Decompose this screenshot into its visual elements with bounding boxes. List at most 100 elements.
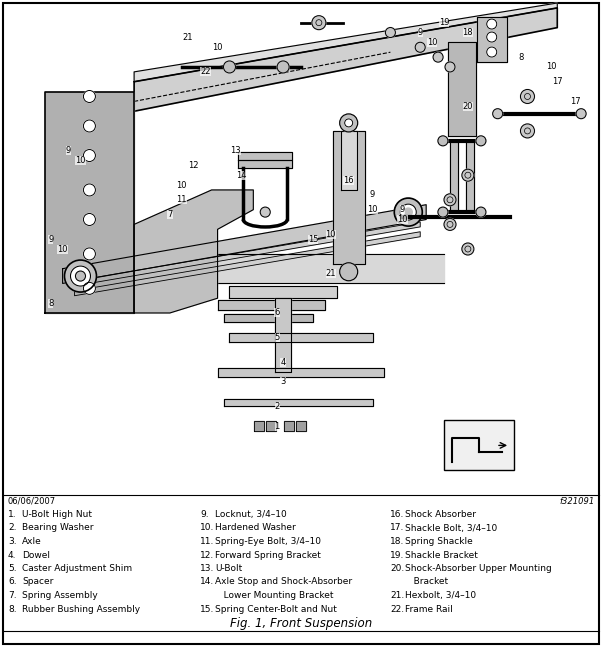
Text: 10: 10	[57, 245, 68, 254]
Text: 20.: 20.	[390, 564, 405, 573]
Text: 17.: 17.	[390, 523, 405, 532]
Circle shape	[84, 184, 96, 196]
Text: 9: 9	[66, 146, 71, 155]
Text: 14: 14	[236, 171, 247, 180]
Text: 8: 8	[48, 299, 54, 307]
Text: 3: 3	[281, 377, 286, 386]
Circle shape	[438, 207, 448, 217]
Text: 15: 15	[308, 235, 318, 244]
Circle shape	[476, 136, 486, 146]
Circle shape	[462, 170, 474, 181]
Circle shape	[445, 62, 455, 72]
Circle shape	[576, 109, 586, 118]
Text: 10: 10	[176, 181, 187, 190]
Circle shape	[84, 91, 96, 102]
Text: 14.: 14.	[200, 578, 214, 586]
Circle shape	[462, 243, 474, 255]
Polygon shape	[284, 421, 294, 431]
Circle shape	[84, 120, 96, 132]
Text: 12: 12	[188, 161, 199, 170]
Text: 11: 11	[176, 195, 187, 204]
Text: 4: 4	[281, 358, 286, 367]
Polygon shape	[254, 421, 264, 431]
Polygon shape	[448, 42, 476, 136]
Text: Shock Absorber: Shock Absorber	[405, 510, 476, 519]
Circle shape	[312, 16, 326, 30]
Circle shape	[75, 271, 85, 281]
Text: 06/06/2007: 06/06/2007	[7, 497, 55, 506]
Text: Caster Adjustment Shim: Caster Adjustment Shim	[22, 564, 132, 573]
Text: Spring Assembly: Spring Assembly	[22, 591, 98, 600]
Text: Frame Rail: Frame Rail	[405, 604, 453, 613]
Circle shape	[70, 266, 90, 286]
Polygon shape	[51, 254, 444, 283]
Text: 17: 17	[570, 97, 580, 106]
Text: 20: 20	[462, 102, 473, 111]
Circle shape	[487, 47, 497, 57]
Polygon shape	[238, 152, 292, 160]
Text: 9: 9	[48, 235, 54, 244]
Circle shape	[385, 28, 396, 38]
Circle shape	[487, 32, 497, 42]
Circle shape	[84, 214, 96, 226]
Text: Spring Center-Bolt and Nut: Spring Center-Bolt and Nut	[215, 604, 337, 613]
Text: 21: 21	[326, 269, 336, 278]
Text: 21: 21	[182, 33, 193, 42]
Text: 9.: 9.	[200, 510, 209, 519]
Text: Hardened Washer: Hardened Washer	[215, 523, 296, 532]
Text: 13: 13	[230, 146, 241, 155]
Text: Bearing Washer: Bearing Washer	[22, 523, 93, 532]
Text: 22: 22	[200, 67, 211, 76]
Circle shape	[476, 207, 486, 217]
Text: 16.: 16.	[390, 510, 405, 519]
Polygon shape	[229, 333, 373, 342]
Text: 5: 5	[275, 333, 280, 342]
Text: 10: 10	[75, 156, 85, 165]
Polygon shape	[223, 314, 313, 322]
Text: 19: 19	[439, 18, 449, 27]
Polygon shape	[341, 131, 356, 190]
Text: Shackle Bracket: Shackle Bracket	[405, 551, 478, 560]
Text: Axle Stop and Shock-Absorber: Axle Stop and Shock-Absorber	[215, 578, 352, 586]
Text: Hexbolt, 3/4–10: Hexbolt, 3/4–10	[405, 591, 476, 600]
Polygon shape	[134, 3, 557, 82]
Polygon shape	[229, 286, 337, 298]
Text: Axle: Axle	[22, 537, 42, 546]
Circle shape	[438, 136, 448, 146]
Text: 12.: 12.	[200, 551, 214, 560]
Text: 7: 7	[167, 210, 173, 219]
Text: 1.: 1.	[8, 510, 17, 519]
Polygon shape	[477, 17, 507, 62]
Polygon shape	[223, 399, 373, 406]
Circle shape	[260, 207, 270, 217]
Polygon shape	[238, 160, 292, 168]
Polygon shape	[450, 141, 458, 212]
Circle shape	[340, 263, 358, 281]
Text: 3.: 3.	[8, 537, 17, 546]
Text: 22.: 22.	[390, 604, 404, 613]
Circle shape	[345, 119, 353, 127]
Polygon shape	[333, 131, 365, 264]
Text: 8: 8	[519, 52, 524, 61]
Polygon shape	[45, 92, 134, 313]
Polygon shape	[75, 222, 420, 286]
Text: 9: 9	[400, 205, 405, 214]
Circle shape	[415, 42, 425, 52]
Polygon shape	[134, 8, 557, 111]
Polygon shape	[296, 421, 306, 431]
Text: Bracket: Bracket	[405, 578, 448, 586]
Text: Fig. 1, Front Suspension: Fig. 1, Front Suspension	[230, 617, 372, 630]
Text: 4.: 4.	[8, 551, 16, 560]
Text: 10: 10	[427, 38, 438, 47]
Text: 9: 9	[370, 190, 375, 199]
Circle shape	[521, 89, 535, 104]
Circle shape	[223, 61, 235, 73]
Text: 9: 9	[418, 28, 423, 37]
Text: Rubber Bushing Assembly: Rubber Bushing Assembly	[22, 604, 140, 613]
Polygon shape	[134, 190, 253, 313]
Text: 19.: 19.	[390, 551, 405, 560]
Text: 8.: 8.	[8, 604, 17, 613]
Polygon shape	[266, 421, 276, 431]
Circle shape	[444, 194, 456, 206]
Text: f321091: f321091	[560, 497, 595, 506]
